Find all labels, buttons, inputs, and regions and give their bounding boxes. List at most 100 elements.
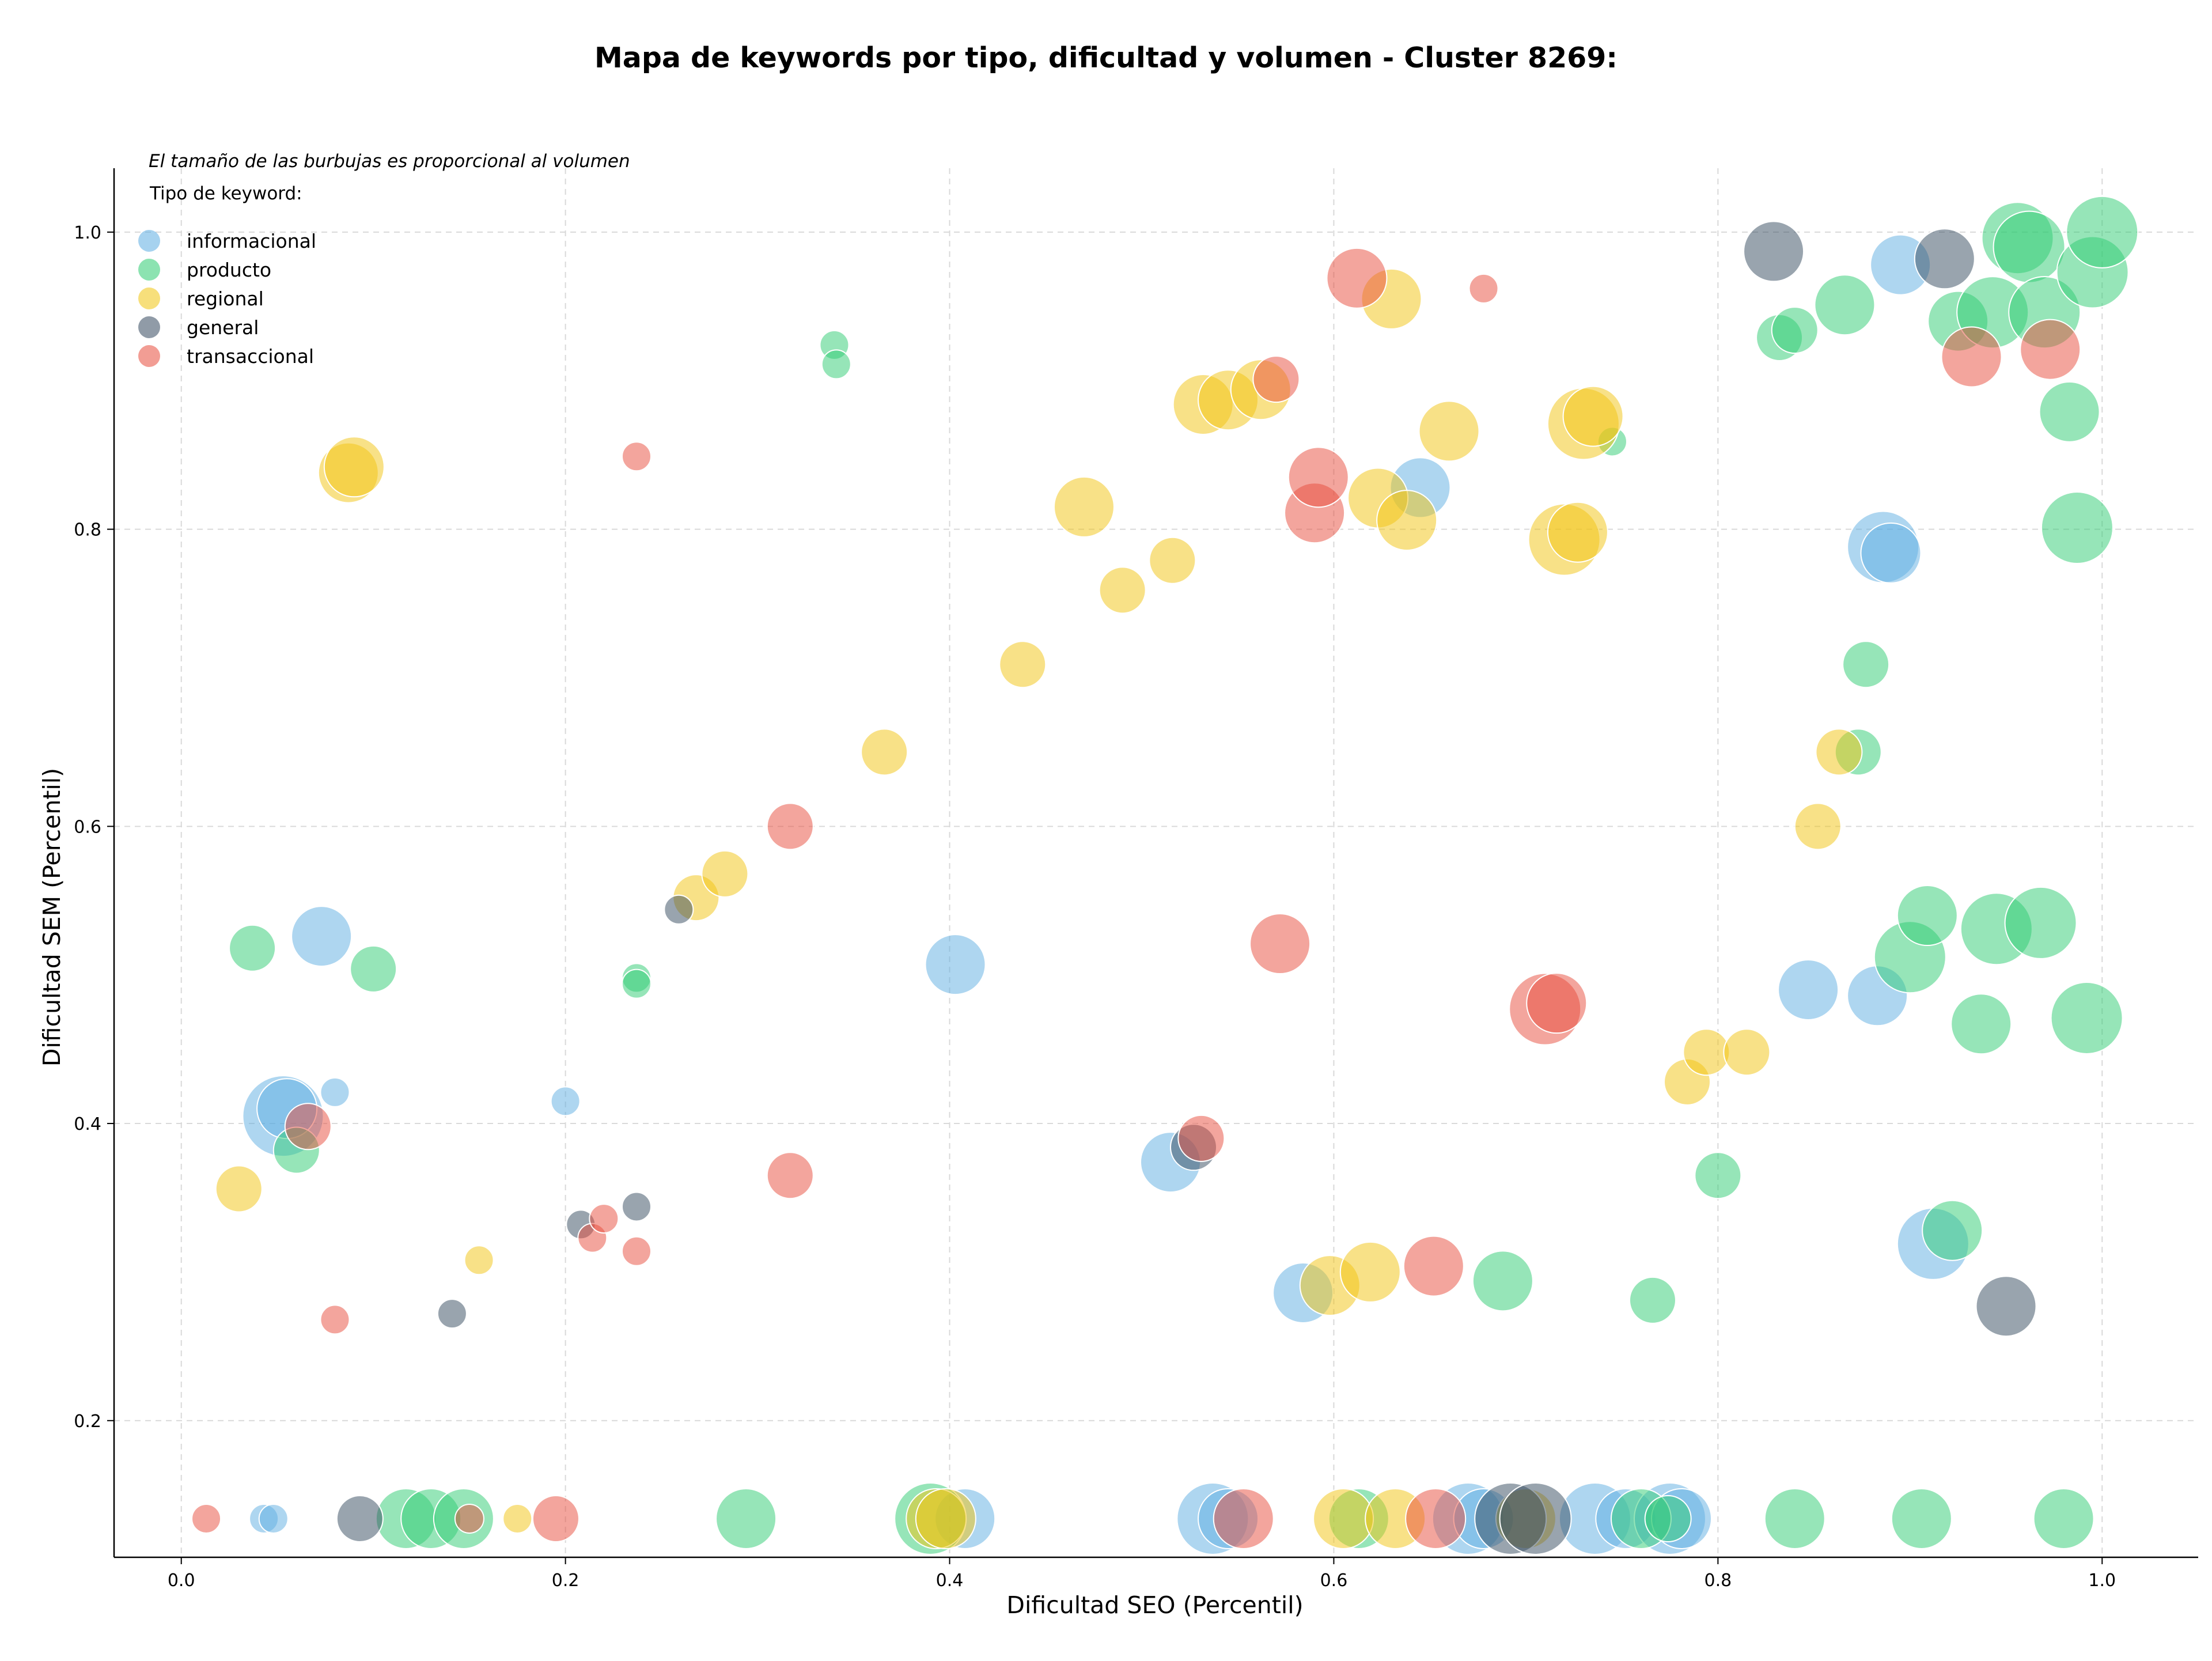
gridlines xyxy=(114,168,2198,1557)
bubble-regional xyxy=(1418,400,1480,462)
bubble-regional xyxy=(215,1165,263,1213)
bubble-producto xyxy=(2039,381,2100,442)
legend-marker xyxy=(138,345,160,367)
bubble-transaccional xyxy=(1405,1488,1467,1549)
bubble-producto xyxy=(350,945,397,993)
bubble-regional xyxy=(1376,490,1438,551)
bubble-transaccional xyxy=(622,1236,652,1266)
axes: 0.0 0.2 0.4 0.6 0.8 1.0 0.2 0.4 0.6 0.8 1.0 xyxy=(74,168,2198,1591)
bubble-transaccional xyxy=(1326,247,1388,309)
bubble-transaccional xyxy=(454,1503,484,1534)
bubble-producto xyxy=(715,1488,777,1549)
bubble-producto xyxy=(1472,1250,1533,1312)
bubble-regional xyxy=(1053,476,1115,538)
bubble-regional xyxy=(323,436,385,498)
bubble-general xyxy=(1975,1276,2037,1337)
bubble-producto xyxy=(2050,981,2123,1054)
bubble-producto xyxy=(1922,1200,1983,1261)
x-tick-label: 0.8 xyxy=(1705,1571,1732,1591)
bubble-regional xyxy=(1794,803,1842,850)
bubble-transaccional xyxy=(1468,273,1499,304)
bubble-regional xyxy=(1149,536,1196,584)
legend-label: transaccional xyxy=(187,345,315,368)
y-tick-label: 0.4 xyxy=(74,1114,101,1134)
bubble-general xyxy=(336,1494,384,1542)
bubble-producto xyxy=(622,968,652,999)
bubble-informacional xyxy=(925,934,986,996)
bubble-regional xyxy=(1099,566,1146,614)
chart-title: Mapa de keywords por tipo, dificultad y … xyxy=(594,41,1618,74)
bubble-transaccional xyxy=(320,1304,350,1335)
bubble-informacional xyxy=(291,906,353,967)
bubble-producto xyxy=(229,924,276,972)
y-tick-label: 0.6 xyxy=(74,817,101,837)
bubble-producto xyxy=(2004,886,2077,959)
bubble-regional xyxy=(861,728,908,776)
bubble-informacional xyxy=(1860,522,1922,584)
bubble-regional xyxy=(701,850,749,898)
bubble-regional xyxy=(1547,501,1608,563)
bubble-general xyxy=(1914,228,1975,290)
bubble-informacional xyxy=(1778,959,1839,1020)
legend-marker xyxy=(138,316,160,338)
x-tick-label: 0.4 xyxy=(936,1571,964,1591)
bubble-regional xyxy=(1815,728,1863,776)
bubble-transaccional xyxy=(1213,1488,1274,1549)
y-tick-label: 1.0 xyxy=(74,223,101,243)
bubble-transaccional xyxy=(1249,913,1311,975)
bubble-producto xyxy=(1814,274,1876,336)
bubble-transaccional xyxy=(1526,973,1588,1034)
bubble-transaccional xyxy=(1252,355,1300,403)
bubble-transaccional xyxy=(1177,1114,1225,1162)
y-axis-label: Dificultad SEM (Percentil) xyxy=(38,767,66,1067)
bubble-general xyxy=(664,894,694,925)
bubble-regional xyxy=(1723,1028,1771,1076)
bubble-producto xyxy=(1694,1152,1742,1200)
x-axis-label: Dificultad SEO (Percentil) xyxy=(1006,1591,1304,1619)
bubble-producto xyxy=(2033,1488,2094,1549)
bubble-transaccional xyxy=(1287,447,1349,508)
bubble-informacional xyxy=(258,1503,289,1534)
legend-label: producto xyxy=(187,258,272,281)
legend-item-informacional: informacional xyxy=(138,229,316,252)
bubble-transaccional xyxy=(589,1204,619,1234)
bubbles xyxy=(191,195,2139,1555)
legend-item-general: general xyxy=(138,316,259,339)
bubble-producto xyxy=(1842,641,1890,688)
legend-marker xyxy=(138,287,160,309)
bubble-regional xyxy=(1339,1241,1401,1303)
bubble-transaccional xyxy=(766,803,814,850)
legend-item-regional: regional xyxy=(138,287,264,310)
bubble-general xyxy=(437,1299,467,1329)
legend-label: regional xyxy=(187,287,264,310)
bubble-regional xyxy=(464,1245,494,1276)
x-tick-label: 0.2 xyxy=(552,1571,579,1591)
bubble-informacional xyxy=(320,1077,350,1107)
legend-label: general xyxy=(187,316,259,339)
bubble-regional xyxy=(1683,1028,1730,1076)
bubble-transaccional xyxy=(622,441,652,472)
bubble-producto xyxy=(1764,1488,1825,1549)
bubble-regional xyxy=(915,1488,976,1549)
bubble-transaccional xyxy=(2020,319,2081,380)
x-tick-label: 1.0 xyxy=(2088,1571,2116,1591)
bubble-general xyxy=(1499,1482,1572,1555)
bubble-transaccional xyxy=(1403,1235,1464,1297)
legend-title: Tipo de keyword: xyxy=(150,183,302,204)
size-note: El tamaño de las burbujas es proporciona… xyxy=(149,151,630,172)
legend-item-producto: producto xyxy=(138,258,271,281)
bubble-transaccional xyxy=(766,1152,814,1200)
x-tick-label: 0.0 xyxy=(168,1571,195,1591)
legend-item-transaccional: transaccional xyxy=(138,345,314,368)
bubble-producto xyxy=(1771,307,1819,354)
bubble-producto xyxy=(1891,1488,1952,1549)
bubble-producto xyxy=(1896,885,1958,947)
bubble-transaccional xyxy=(191,1503,222,1534)
bubble-regional xyxy=(1313,1488,1374,1549)
legend-marker xyxy=(138,259,160,281)
bubble-general xyxy=(1743,221,1805,282)
bubble-regional xyxy=(1562,385,1624,447)
legend-marker xyxy=(138,230,160,252)
bubble-producto xyxy=(1950,993,2012,1055)
bubble-producto xyxy=(821,349,851,380)
